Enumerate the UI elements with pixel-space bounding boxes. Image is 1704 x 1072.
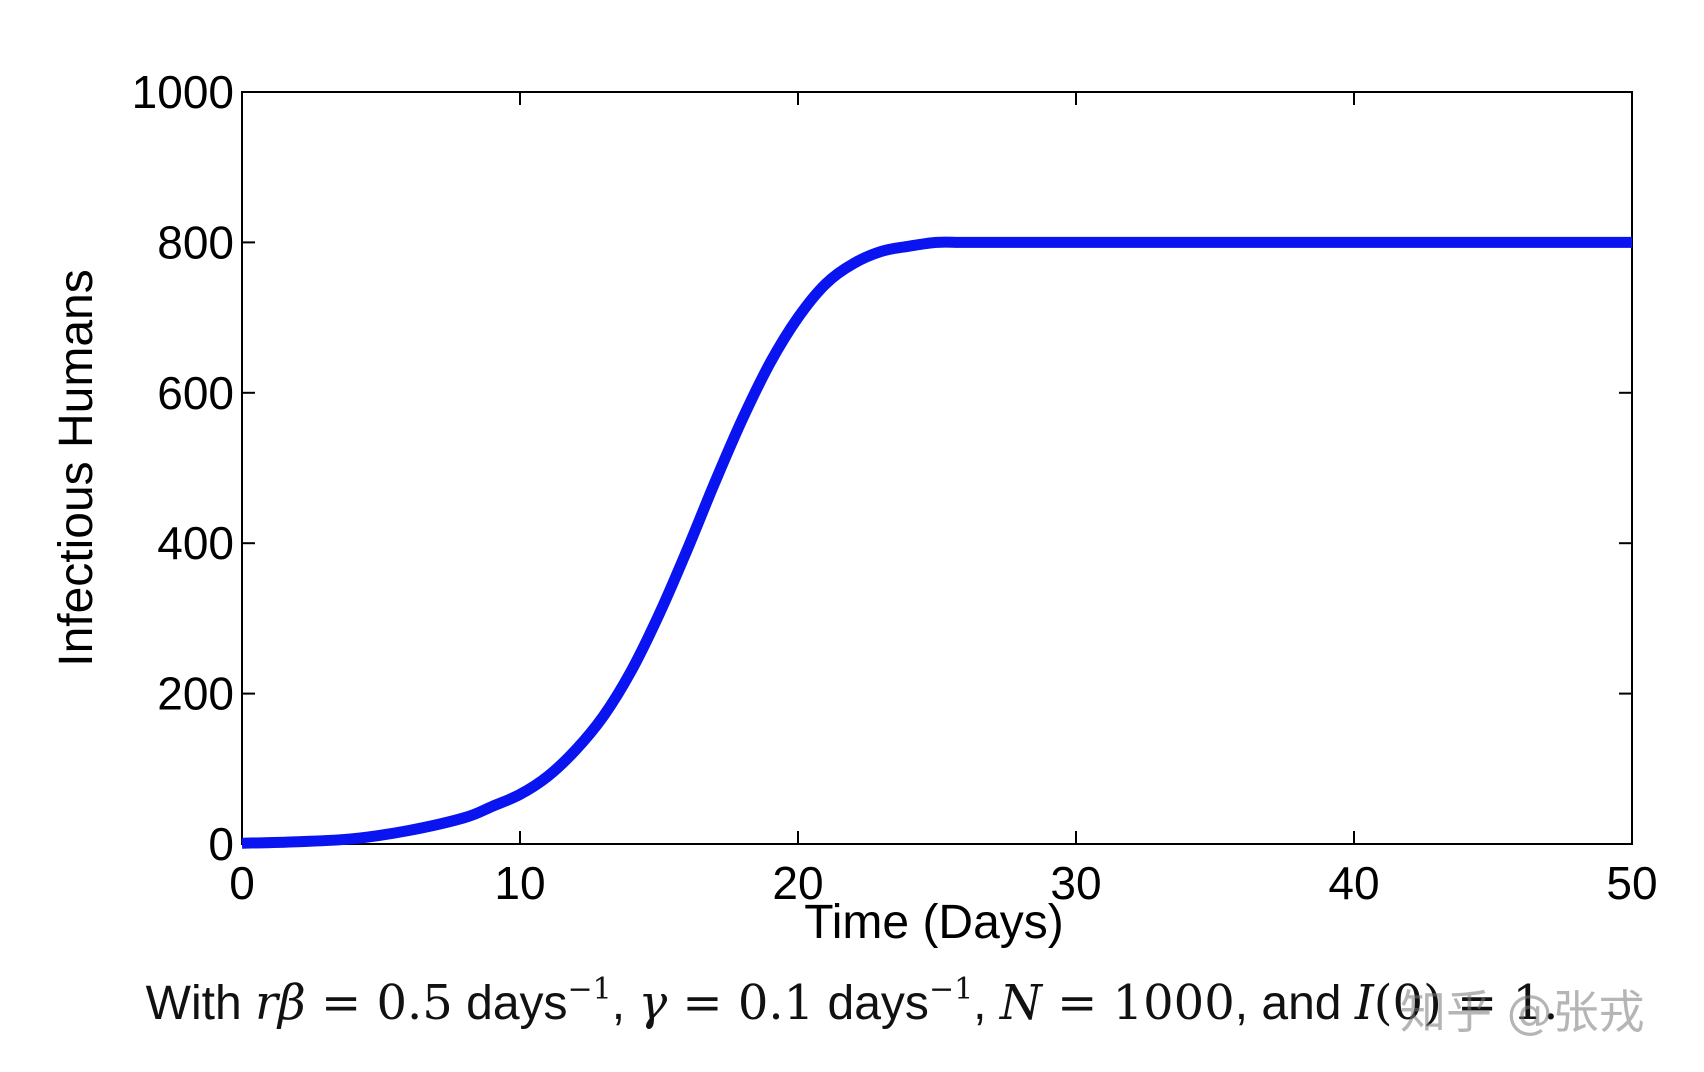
x-tick-label: 20 bbox=[772, 857, 823, 909]
caption-unit-days-1: days bbox=[452, 977, 568, 1030]
x-tick-label: 30 bbox=[1050, 857, 1101, 909]
axes: 0 10 20 30 40 50 0 200 400 600 800 1000 bbox=[132, 66, 1658, 909]
x-tick-label: 50 bbox=[1606, 857, 1657, 909]
caption-symbol-n: N bbox=[999, 975, 1042, 1031]
y-tick-label: 1000 bbox=[132, 66, 234, 118]
y-tick-label: 600 bbox=[157, 367, 234, 419]
caption-value-gamma: = 0.1 bbox=[667, 975, 815, 1031]
x-axis-label: Time (Days) bbox=[804, 896, 1064, 949]
caption-separator-1: , bbox=[611, 977, 639, 1030]
y-tick-label: 0 bbox=[208, 818, 234, 870]
caption-value-rbeta: = 0.5 bbox=[305, 975, 453, 1031]
caption-exponent-1: −1 bbox=[567, 972, 612, 1007]
caption-exponent-2: −1 bbox=[928, 972, 974, 1007]
series-layer bbox=[241, 236, 1632, 849]
caption-symbol-rbeta: rβ bbox=[255, 975, 306, 1031]
caption-value-n: = 1000 bbox=[1041, 975, 1235, 1031]
caption-separator-2: , bbox=[973, 977, 1000, 1030]
caption-prefix: With bbox=[145, 977, 256, 1030]
watermark: 知乎 @张戎 bbox=[1400, 985, 1645, 1039]
x-tick-label: 10 bbox=[494, 857, 545, 909]
y-tick-label: 200 bbox=[157, 668, 234, 720]
caption-symbol-gamma: γ bbox=[638, 975, 668, 1031]
caption-unit-days-2: days bbox=[814, 977, 929, 1030]
y-axis-label: Infectious Humans bbox=[50, 269, 103, 667]
caption-and: , and bbox=[1234, 977, 1355, 1030]
plot-frame bbox=[241, 91, 1633, 845]
x-tick-label: 0 bbox=[229, 857, 255, 909]
x-tick-label: 40 bbox=[1328, 857, 1379, 909]
series-line-infectious bbox=[241, 236, 1632, 849]
figure-caption: With rβ = 0.5 days−1, γ = 0.1 days−1, N … bbox=[0, 975, 1704, 1032]
caption-initial-condition: (0) = 1. bbox=[1373, 975, 1559, 1031]
y-tick-label: 400 bbox=[157, 517, 234, 569]
y-tick-label: 800 bbox=[157, 216, 234, 268]
caption-symbol-i: I bbox=[1354, 975, 1374, 1031]
